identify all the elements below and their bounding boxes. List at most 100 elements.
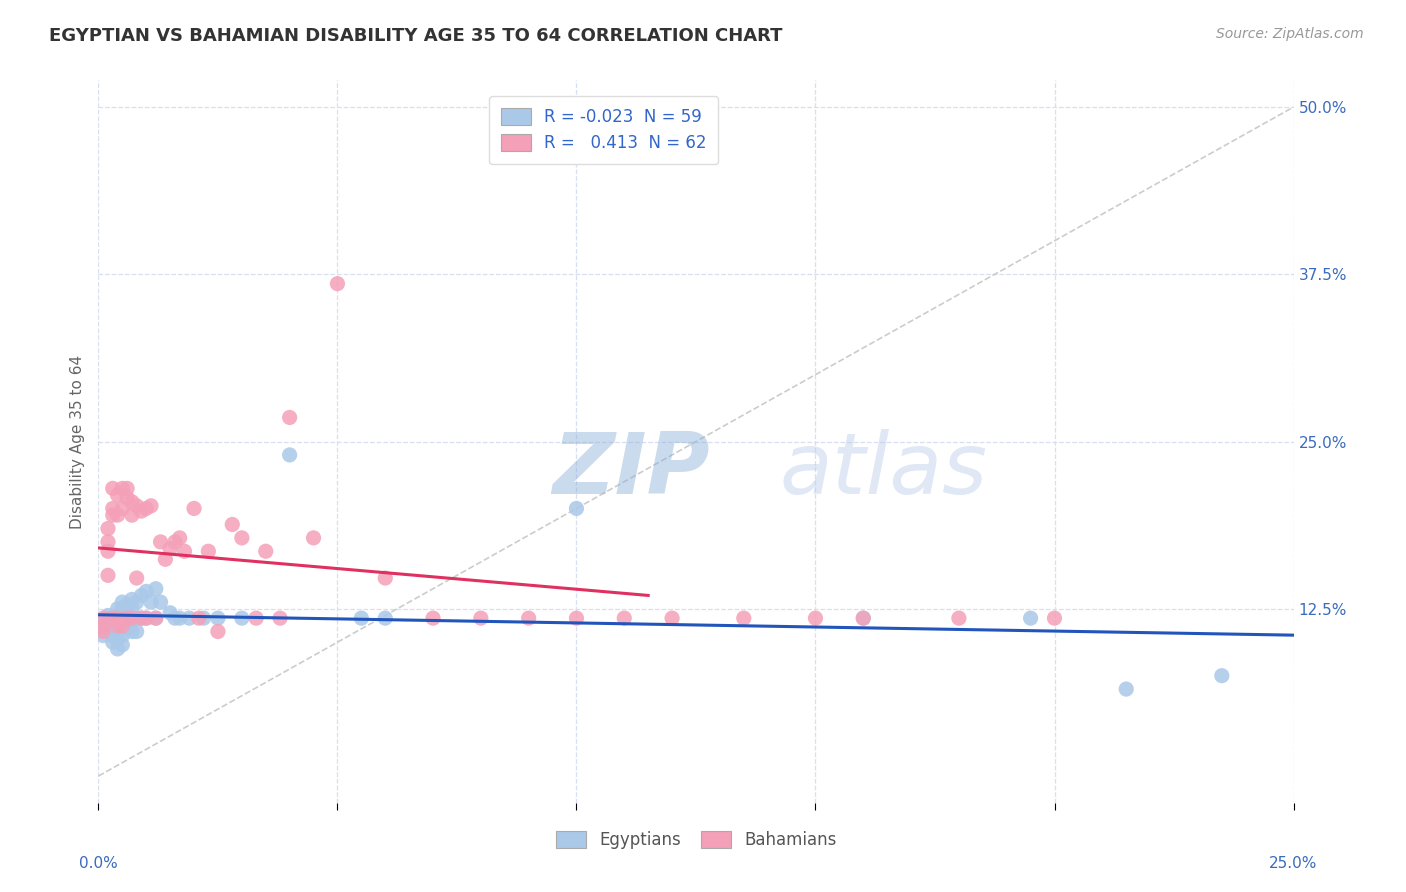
Point: [115, 611, 138, 625]
Point: [111, 501, 134, 516]
Point: [269, 611, 291, 625]
Point: [111, 629, 134, 643]
Point: [97, 624, 120, 639]
Point: [97, 521, 120, 535]
Point: [107, 632, 129, 647]
Point: [183, 501, 205, 516]
Point: [193, 611, 215, 625]
Point: [254, 544, 277, 558]
Point: [91, 615, 114, 630]
Point: [121, 508, 143, 523]
Point: [91, 629, 114, 643]
Point: [131, 611, 153, 625]
Point: [139, 595, 162, 609]
Point: [107, 624, 129, 639]
Point: [131, 504, 153, 518]
Point: [517, 611, 540, 625]
Point: [207, 611, 229, 625]
Point: [125, 624, 148, 639]
Point: [1043, 611, 1066, 625]
Point: [135, 501, 157, 516]
Point: [101, 611, 124, 625]
Point: [107, 608, 129, 623]
Point: [101, 629, 124, 643]
Point: [125, 611, 148, 625]
Text: atlas: atlas: [779, 429, 987, 512]
Point: [1019, 611, 1042, 625]
Point: [107, 619, 129, 633]
Point: [804, 611, 827, 625]
Point: [97, 568, 120, 582]
Point: [115, 482, 138, 496]
Point: [422, 611, 444, 625]
Point: [613, 611, 636, 625]
Point: [149, 535, 172, 549]
Point: [91, 619, 114, 633]
Point: [565, 611, 588, 625]
Point: [661, 611, 683, 625]
Point: [111, 611, 134, 625]
Point: [163, 611, 186, 625]
Point: [101, 635, 124, 649]
Point: [91, 624, 114, 639]
Point: [207, 624, 229, 639]
Point: [97, 608, 120, 623]
Point: [179, 611, 201, 625]
Point: [221, 517, 243, 532]
Point: [101, 615, 124, 630]
Point: [163, 535, 186, 549]
Point: [111, 619, 134, 633]
Point: [948, 611, 970, 625]
Point: [97, 619, 120, 633]
Point: [145, 611, 167, 625]
Point: [125, 571, 148, 585]
Point: [97, 544, 120, 558]
Text: ZIP: ZIP: [553, 429, 710, 512]
Point: [107, 611, 129, 625]
Point: [121, 602, 143, 616]
Point: [159, 606, 181, 620]
Point: [97, 535, 120, 549]
Point: [111, 638, 134, 652]
Point: [231, 611, 253, 625]
Point: [107, 619, 129, 633]
Point: [101, 482, 124, 496]
Point: [350, 611, 373, 625]
Point: [101, 619, 124, 633]
Y-axis label: Disability Age 35 to 64: Disability Age 35 to 64: [69, 354, 84, 529]
Point: [135, 611, 157, 625]
Point: [121, 611, 143, 625]
Point: [245, 611, 267, 625]
Point: [115, 622, 138, 636]
Point: [149, 595, 172, 609]
Point: [115, 606, 138, 620]
Point: [1115, 681, 1137, 696]
Legend: Egyptians, Bahamians: Egyptians, Bahamians: [546, 822, 846, 860]
Point: [173, 544, 195, 558]
Point: [565, 501, 588, 516]
Point: [278, 410, 301, 425]
Text: 0.0%: 0.0%: [79, 856, 118, 871]
Point: [107, 508, 129, 523]
Point: [852, 611, 875, 625]
Point: [107, 602, 129, 616]
Point: [111, 595, 134, 609]
Point: [107, 488, 129, 502]
Point: [139, 499, 162, 513]
Point: [121, 624, 143, 639]
Point: [115, 598, 138, 612]
Text: 25.0%: 25.0%: [1270, 856, 1317, 871]
Point: [852, 611, 875, 625]
Point: [101, 624, 124, 639]
Point: [121, 611, 143, 625]
Point: [145, 582, 167, 596]
Point: [111, 619, 134, 633]
Point: [169, 531, 191, 545]
Point: [125, 595, 148, 609]
Point: [131, 611, 153, 625]
Point: [131, 589, 153, 603]
Point: [125, 499, 148, 513]
Point: [115, 611, 138, 625]
Point: [187, 611, 209, 625]
Point: [374, 571, 396, 585]
